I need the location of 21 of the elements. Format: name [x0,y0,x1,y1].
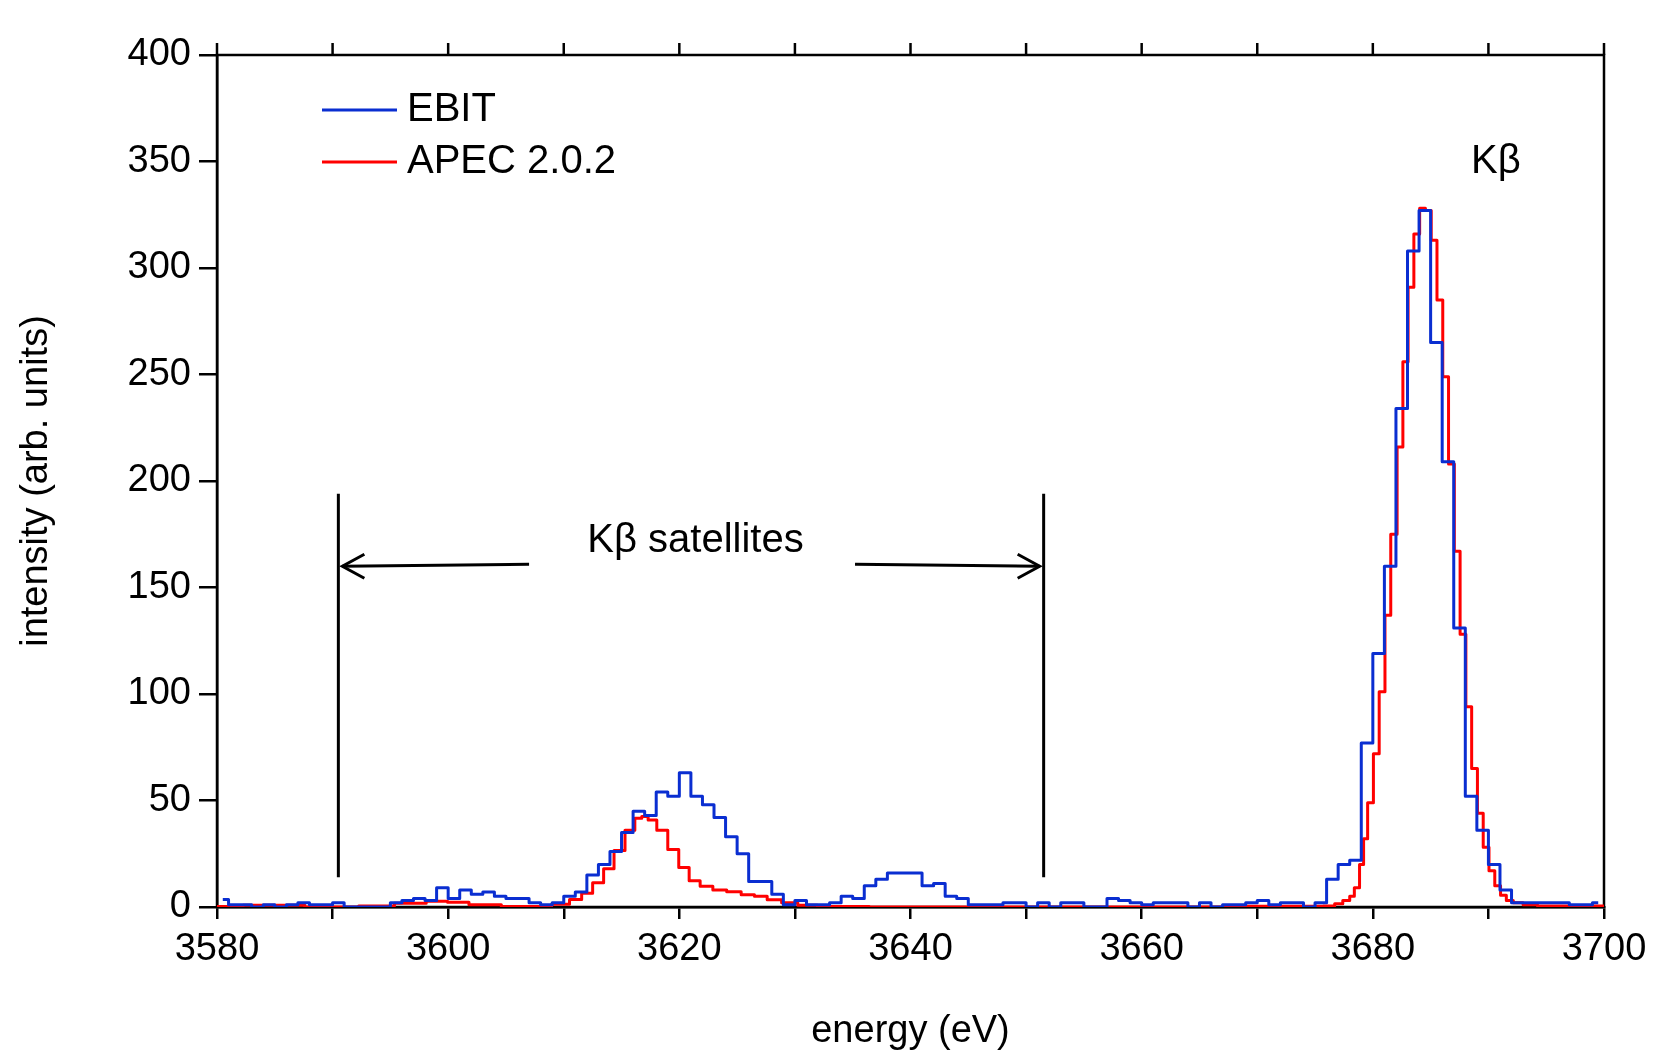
y-tick-label: 150 [127,563,191,606]
y-tick-label: 300 [127,244,191,287]
y-tick-label: 350 [127,137,191,180]
x-tick-label: 3660 [1099,926,1184,969]
legend-label: EBIT [407,85,496,130]
y-tick-label: 200 [127,457,191,500]
x-axis-title: energy (eV) [811,1007,1010,1050]
annotation: Kβ [1470,136,1521,181]
y-tick-label: 50 [148,776,191,819]
x-tick-label: 3680 [1330,926,1416,969]
y-tick-label: 400 [127,31,191,74]
x-tick-label: 3700 [1561,926,1647,969]
x-tick-label: 3580 [174,926,260,969]
x-tick-label: 3600 [405,926,491,969]
y-tick-label: 100 [127,670,191,713]
y-axis-title: intensity (arb. units) [13,315,56,647]
y-tick-label: 250 [127,350,191,393]
x-tick-label: 3640 [868,926,953,969]
y-tick-label: 0 [169,883,191,926]
legend-label: APEC 2.0.2 [407,137,617,182]
x-tick-label: 3620 [637,926,722,969]
